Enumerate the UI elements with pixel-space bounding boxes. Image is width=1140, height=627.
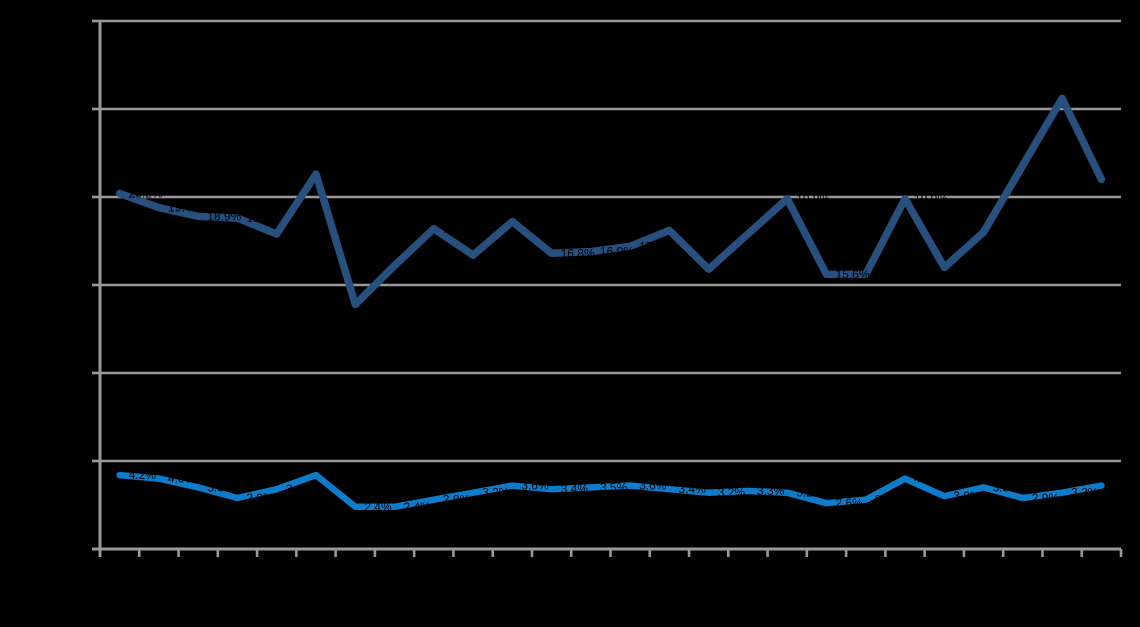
data-label: 19.9%: [914, 192, 948, 206]
data-label: 3.6%: [521, 479, 549, 493]
data-label: 3.4%: [561, 482, 589, 496]
data-label: 3.2%: [1071, 486, 1099, 500]
data-label: 20.2%: [129, 187, 163, 201]
data-label: 2.4%: [404, 500, 432, 514]
data-label: 16.8%: [561, 246, 595, 260]
data-label: 16.7%: [482, 248, 516, 262]
data-label: 18.1%: [678, 223, 712, 237]
data-label: 16.0%: [953, 260, 987, 274]
data-label: 16.9%: [600, 245, 634, 259]
data-label: 17.2%: [639, 239, 673, 253]
data-label: 16.1%: [404, 259, 438, 273]
data-label: 2.8%: [875, 493, 903, 507]
data-label: 19.9%: [796, 192, 830, 206]
data-label: 21.3%: [325, 167, 359, 181]
data-label: 19.4%: [168, 201, 202, 215]
data-label: 18.6%: [521, 215, 555, 229]
data-label: 2.6%: [836, 496, 864, 510]
data-label: 2.8%: [443, 493, 471, 507]
data-label: 18.9%: [207, 209, 241, 223]
data-label: 2.4%: [364, 500, 392, 514]
data-label: 3.0%: [953, 489, 981, 503]
data-label: 4.0%: [168, 472, 196, 486]
data-label: 18.2%: [443, 222, 477, 236]
data-label: 3.3%: [757, 484, 785, 498]
data-label: 13.9%: [364, 297, 398, 311]
data-label: 17.9%: [286, 227, 320, 241]
data-label: 3.4%: [286, 482, 314, 496]
data-label: 4.0%: [914, 472, 942, 486]
data-label: 25.6%: [1071, 91, 1105, 105]
data-label: 2.9%: [246, 491, 274, 505]
data-label: 4.2%: [129, 468, 157, 482]
data-label: 3.6%: [639, 479, 667, 493]
data-label: 3.2%: [718, 486, 746, 500]
data-label: 3.4%: [678, 482, 706, 496]
data-label: 15.9%: [718, 262, 752, 276]
data-label: 18.0%: [993, 225, 1027, 239]
data-label: 2.9%: [1032, 491, 1060, 505]
dark-blue-series-line: [115, 94, 1106, 309]
data-label: 3.5%: [600, 480, 628, 494]
data-label: 3.2%: [482, 486, 510, 500]
data-label: 4.2%: [325, 468, 353, 482]
data-label: 15.6%: [875, 267, 909, 281]
data-label: 3.6%: [1110, 479, 1138, 493]
data-label: 3.2%: [796, 486, 824, 500]
data-label: 17.9%: [757, 227, 791, 241]
light-blue-series-line: [116, 471, 1105, 511]
data-label: 21.8%: [1032, 158, 1066, 172]
data-label: 3.5%: [207, 480, 235, 494]
data-label: 3.5%: [993, 480, 1021, 494]
data-label: 15.6%: [836, 267, 870, 281]
data-label: 21.0%: [1110, 172, 1140, 186]
data-label: 18.8%: [246, 211, 280, 225]
